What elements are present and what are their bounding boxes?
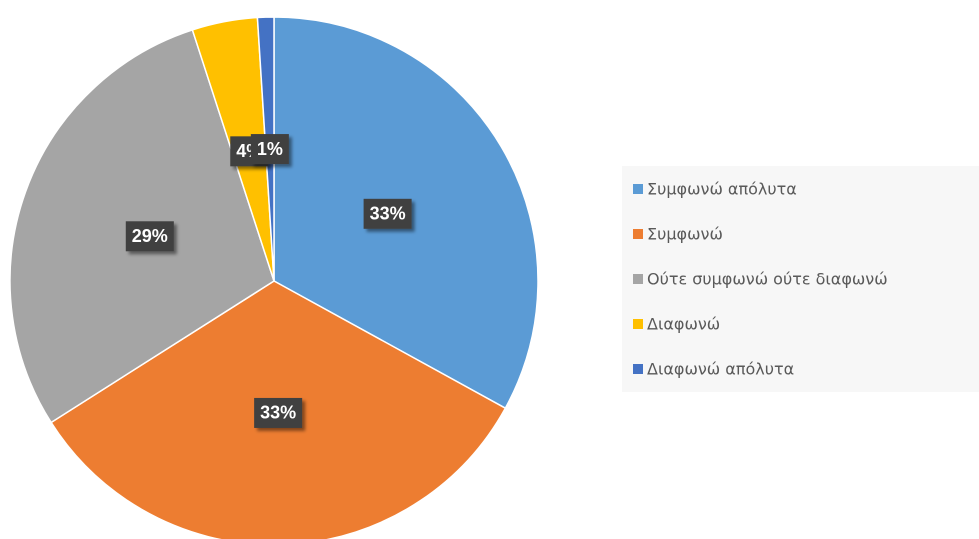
legend-label: Συμφωνώ — [647, 225, 723, 244]
legend-label: Συμφωνώ απόλυτα — [647, 180, 797, 199]
data-label: 33% — [363, 198, 412, 229]
legend-swatch — [633, 364, 643, 374]
data-label-text: 1% — [257, 139, 283, 159]
legend-label: Ούτε συμφωνώ ούτε διαφωνώ — [647, 270, 888, 289]
legend-label: Διαφωνώ απόλυτα — [647, 360, 794, 379]
legend-swatch — [633, 184, 643, 194]
data-label-text: 29% — [132, 226, 168, 246]
legend-swatch — [633, 229, 643, 239]
data-label-box — [254, 397, 303, 428]
data-label-text: 33% — [260, 403, 296, 423]
legend-swatch — [633, 274, 643, 284]
legend-background — [622, 166, 979, 392]
data-label-box — [363, 198, 412, 229]
legend-swatch — [633, 319, 643, 329]
data-label-box — [125, 221, 174, 252]
data-label: 29% — [125, 221, 174, 252]
data-label: 1% — [250, 134, 289, 165]
legend-label: Διαφωνώ — [647, 315, 720, 334]
data-label-box — [250, 134, 289, 165]
data-label: 33% — [254, 397, 303, 428]
data-label-text: 33% — [370, 204, 406, 224]
